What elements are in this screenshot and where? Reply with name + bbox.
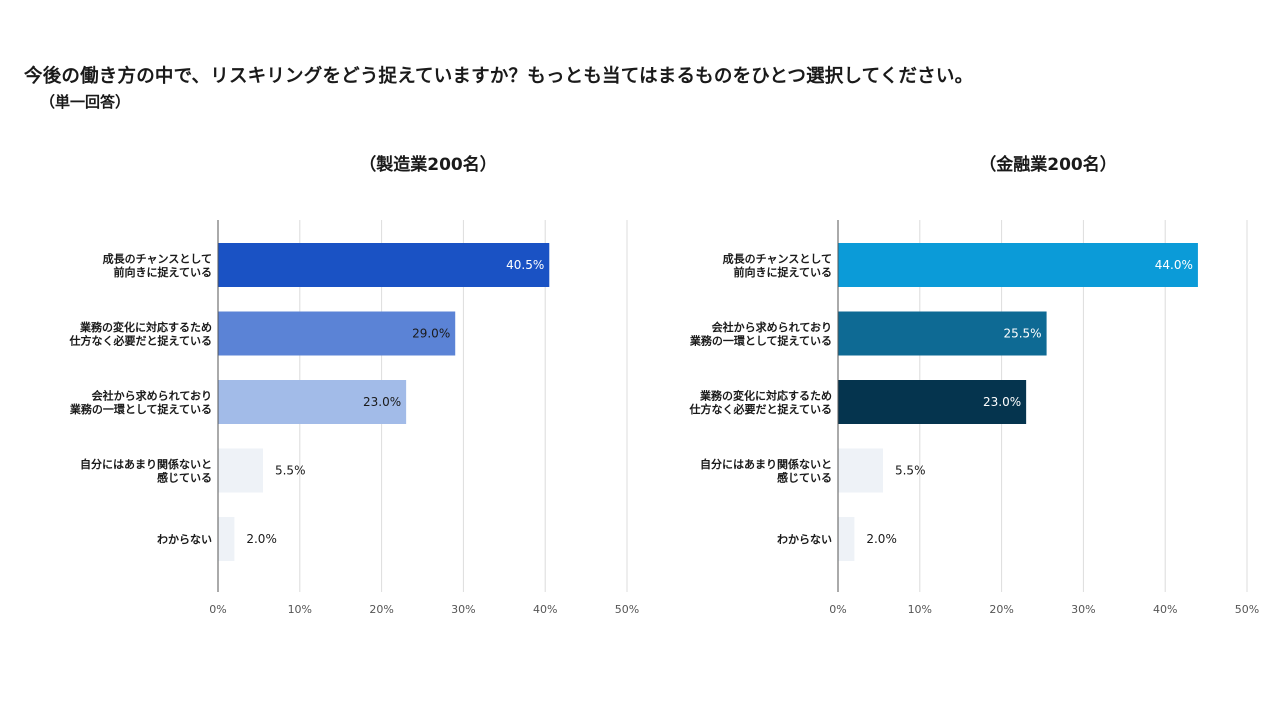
category-label: 成長のチャンスとして — [723, 251, 832, 265]
category-label: 業務の一環として捉えている — [69, 402, 212, 416]
category-label: 前向きに捉えている — [734, 265, 832, 279]
bar-value-label: 40.5% — [506, 258, 544, 272]
x-tick-label: 40% — [1153, 603, 1177, 616]
chart-title: （製造業200名） — [359, 154, 497, 175]
x-tick-label: 0% — [209, 603, 226, 616]
bar — [838, 243, 1198, 287]
x-tick-label: 40% — [533, 603, 557, 616]
x-tick-label: 30% — [1071, 603, 1095, 616]
category-label: 感じている — [777, 470, 832, 484]
bar — [838, 517, 855, 561]
chart-finance: （金融業200名） 0% 10% 20% 30% 40% 50% 44.0% 成長のチャンスとし… — [689, 154, 1260, 616]
x-tick-label: 0% — [829, 603, 846, 616]
category-label: 成長のチャンスとして — [103, 251, 212, 265]
x-tick-label: 50% — [615, 603, 639, 616]
bar-value-label: 25.5% — [1003, 327, 1041, 341]
bar-value-label: 2.0% — [866, 532, 897, 546]
question-note: （単一回答） — [40, 93, 131, 111]
x-tick-label: 10% — [908, 603, 932, 616]
bar-value-label: 5.5% — [275, 464, 306, 478]
bar — [218, 448, 263, 493]
bar-value-label: 23.0% — [983, 395, 1021, 409]
category-label: 自分にはあまり関係ないと — [80, 457, 212, 471]
bar-value-label: 23.0% — [363, 395, 401, 409]
x-tick-label: 10% — [288, 603, 312, 616]
category-label: 仕方なく必要だと捉えている — [689, 402, 832, 416]
bar-value-label: 44.0% — [1155, 258, 1193, 272]
chart-manufacturing: （製造業200名） 0% 10% 20% 30% 40% 50% 40.5% 成長のチャンスとし… — [69, 154, 640, 616]
category-label: 会社から求められており — [92, 388, 212, 402]
category-label: わからない — [777, 533, 832, 546]
bar — [838, 380, 1027, 424]
bar — [218, 517, 235, 561]
x-tick-label: 20% — [369, 603, 393, 616]
category-label: 仕方なく必要だと捉えている — [69, 333, 212, 347]
x-tick-label: 50% — [1235, 603, 1259, 616]
category-label: 前向きに捉えている — [114, 265, 212, 279]
category-label: 業務の変化に対応するため — [699, 388, 832, 402]
bar-value-label: 2.0% — [246, 532, 276, 546]
x-tick-label: 30% — [451, 603, 475, 616]
bar — [218, 311, 456, 356]
category-label: 会社から求められており — [712, 320, 832, 334]
bar — [838, 311, 1047, 356]
category-label: わからない — [157, 533, 212, 546]
x-tick-label: 20% — [989, 603, 1013, 616]
bar — [838, 448, 883, 493]
category-label: 感じている — [157, 470, 212, 484]
category-label: 業務の変化に対応するため — [79, 320, 212, 334]
bar — [218, 243, 550, 287]
bar-value-label: 29.0% — [412, 327, 450, 341]
question-text: 今後の働き方の中で、リスキリングをどう捉えていますか？もっとも当てはまるものをひ… — [24, 66, 974, 87]
category-label: 業務の一環として捉えている — [689, 333, 832, 347]
chart-title: （金融業200名） — [979, 154, 1117, 175]
bar-value-label: 5.5% — [895, 464, 926, 478]
category-label: 自分にはあまり関係ないと — [700, 457, 832, 471]
bar — [218, 380, 407, 424]
